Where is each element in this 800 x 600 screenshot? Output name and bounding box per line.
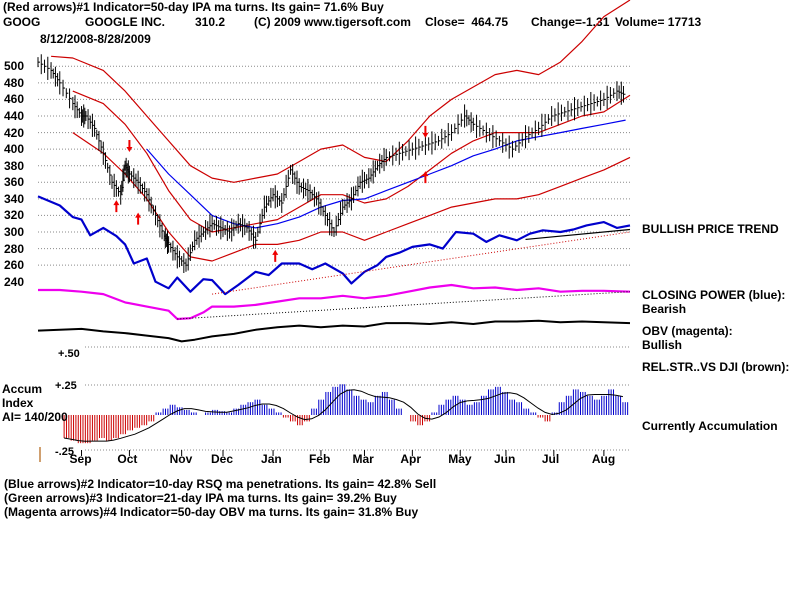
close-value: Close= 464.75 xyxy=(425,15,509,29)
footer-indicator-3: (Green arrows)#3 Indicator=21-day IPA ma… xyxy=(4,491,397,505)
y-tick-label: 340 xyxy=(4,191,25,206)
month-label: Jan xyxy=(261,452,282,466)
signal-arrow-down xyxy=(422,125,429,138)
change-value: Change=-1.31 xyxy=(531,15,610,29)
y-tick-label: 440 xyxy=(4,109,25,123)
rel-str-marker: +.50 xyxy=(58,348,80,360)
month-label: Jun xyxy=(493,452,516,466)
footer-indicator-4: (Magenta arrows)#4 Indicator=50-day OBV … xyxy=(4,505,419,519)
y-tick-label: 260 xyxy=(4,258,25,273)
index-title: Index xyxy=(2,396,34,410)
obv-state: Bullish xyxy=(642,338,683,352)
month-label: Nov xyxy=(169,452,193,466)
volume-value: Volume= 17713 xyxy=(615,15,702,29)
month-label: Oct xyxy=(117,452,138,466)
month-label: Feb xyxy=(308,452,331,466)
price-trend-label: BULLISH PRICE TREND xyxy=(642,222,779,236)
y-tick-label: 480 xyxy=(4,75,25,90)
y-tick-label: 320 xyxy=(4,208,25,223)
stock-code: 310.2 xyxy=(195,15,226,29)
signal-arrow-up xyxy=(272,249,279,262)
signal-arrow-up xyxy=(422,171,429,184)
closing-power-line xyxy=(37,195,631,296)
rel-str-label: REL.STR..VS DJI (brown): xyxy=(642,360,790,374)
rel-str-line xyxy=(37,319,631,343)
month-label: Aug xyxy=(591,452,616,466)
y-tick-label: 240 xyxy=(4,274,25,289)
accum-title: Accum xyxy=(2,382,43,396)
month-label: Sep xyxy=(69,452,92,466)
month-label: Apr xyxy=(400,452,422,466)
copyright: (C) 2009 www.tigersoft.com xyxy=(254,15,411,29)
ai-value: AI= 140/200 xyxy=(2,410,68,424)
month-label: May xyxy=(448,452,472,466)
month-label: Dec xyxy=(211,452,234,466)
month-label: Jul xyxy=(541,452,560,466)
y-tick-label: 460 xyxy=(4,92,25,107)
month-label: Mar xyxy=(352,452,374,466)
accumulation-state: Currently Accumulation xyxy=(642,419,778,433)
y-tick-label: 420 xyxy=(4,125,25,140)
signal-arrow-up xyxy=(113,200,120,213)
signal-arrow-down xyxy=(126,140,133,152)
signal-arrow-up xyxy=(135,212,142,225)
cp-trend-solid xyxy=(525,228,631,241)
accum-ma-line xyxy=(64,389,623,442)
band-upper-line xyxy=(51,0,631,183)
y-tick-label: 280 xyxy=(4,241,25,256)
ai-minus-label: -.25 xyxy=(55,446,74,458)
y-tick-label: 360 xyxy=(4,175,25,190)
y-tick-label: 380 xyxy=(4,158,25,173)
obv-line xyxy=(38,283,631,321)
closing-power-label: CLOSING POWER (blue): xyxy=(642,288,786,302)
obv-label: OBV (magenta): xyxy=(642,324,733,338)
closing-power-state: Bearish xyxy=(642,302,687,316)
y-tick-label: 300 xyxy=(4,225,25,239)
cp-trend-dotted xyxy=(212,231,631,295)
y-tick-label: 400 xyxy=(4,142,25,157)
ai-plus-label: +.25 xyxy=(55,380,77,392)
obv-trend-dotted xyxy=(177,291,631,320)
band-lower-line xyxy=(72,132,631,262)
company-name: GOOGLE INC. xyxy=(85,15,166,29)
ticker: GOOG xyxy=(3,15,41,29)
header-indicator-1: (Red arrows)#1 Indicator=50-day IPA ma t… xyxy=(3,0,384,14)
footer-indicator-2: (Blue arrows)#2 Indicator=10-day RSQ ma … xyxy=(4,477,437,491)
y-tick-label: 500 xyxy=(4,59,25,74)
ma-blue-line xyxy=(146,119,626,229)
date-range: 8/12/2008-8/28/2009 xyxy=(40,32,151,46)
band-mid-line xyxy=(72,90,631,233)
